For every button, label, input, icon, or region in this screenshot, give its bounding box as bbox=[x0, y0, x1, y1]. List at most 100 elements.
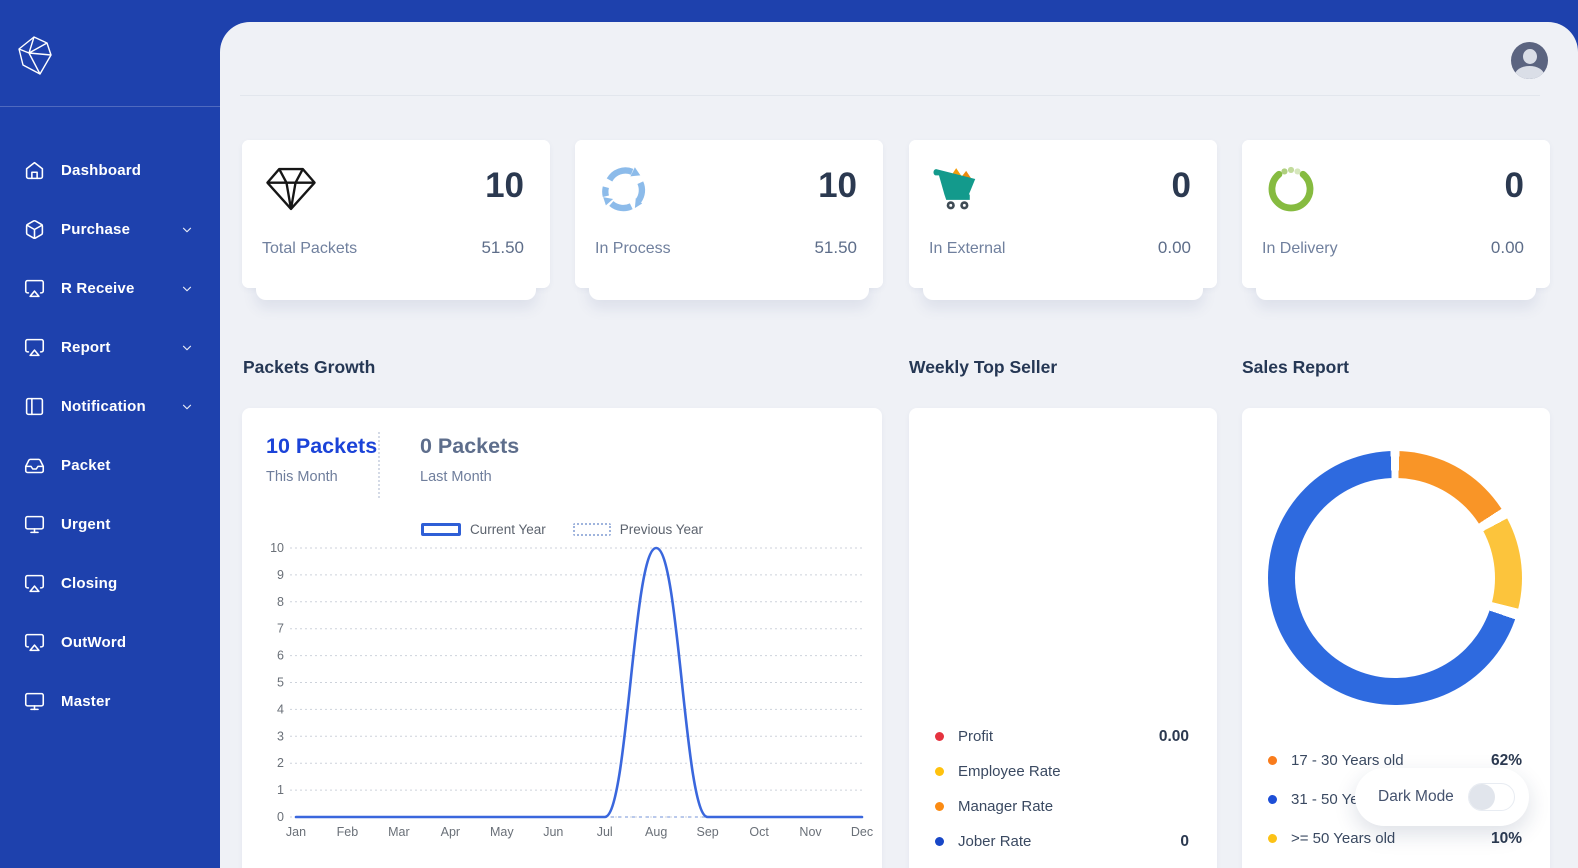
sidebar-item-label: R Receive bbox=[61, 280, 135, 297]
legend-dot bbox=[935, 767, 944, 776]
sidebar-menu: Dashboard Purchase R Receive bbox=[0, 141, 220, 731]
stat-cards-row: 10 Total Packets 51.50 bbox=[242, 140, 1550, 310]
user-avatar[interactable] bbox=[1511, 42, 1548, 79]
x-tick-label: Oct bbox=[749, 825, 769, 839]
gem-logo-icon bbox=[18, 36, 52, 75]
airplay-icon bbox=[24, 574, 45, 593]
y-tick-label: 6 bbox=[277, 649, 284, 663]
legend-label: Jober Rate bbox=[958, 833, 1032, 850]
sidebar-item-master[interactable]: Master bbox=[0, 672, 220, 731]
legend-dot bbox=[1268, 834, 1277, 843]
monitor-icon bbox=[24, 692, 45, 711]
legend-dot bbox=[1268, 756, 1277, 765]
x-tick-label: Mar bbox=[388, 825, 410, 839]
sales-report-donut-chart[interactable] bbox=[1268, 451, 1522, 705]
header-divider bbox=[240, 95, 1540, 96]
sidebar-item-label: Report bbox=[61, 339, 111, 356]
sidebar-item-purchase[interactable]: Purchase bbox=[0, 200, 220, 259]
loader-icon bbox=[1268, 166, 1314, 212]
top-header bbox=[220, 22, 1578, 96]
sidebar-item-label: Notification bbox=[61, 398, 146, 415]
monitor-icon bbox=[24, 515, 45, 534]
weekly-top-seller-card: Profit 0.00 Employee Rate Manager Rate J… bbox=[909, 408, 1217, 868]
x-tick-label: Jan bbox=[286, 825, 306, 839]
legend-dot bbox=[1268, 795, 1277, 804]
stat-subvalue: 51.50 bbox=[814, 238, 857, 257]
x-tick-label: Apr bbox=[441, 825, 460, 839]
growth-chart-legend: Current Year Previous Year bbox=[242, 522, 882, 537]
legend-row-50-plus[interactable]: >= 50 Years old 10% bbox=[1268, 828, 1522, 849]
stat-label: In Delivery bbox=[1262, 240, 1338, 257]
dark-mode-label: Dark Mode bbox=[1378, 788, 1454, 805]
stat-subvalue: 0.00 bbox=[1157, 238, 1191, 257]
x-tick-label: Dec bbox=[851, 825, 873, 839]
weekly-legend: Profit 0.00 Employee Rate Manager Rate J… bbox=[935, 726, 1189, 866]
inbox-icon bbox=[24, 458, 45, 474]
legend-label: 17 - 30 Years old bbox=[1291, 752, 1404, 769]
app-logo[interactable] bbox=[16, 34, 54, 78]
sidebar-item-dashboard[interactable]: Dashboard bbox=[0, 141, 220, 200]
section-title-sales-report: Sales Report bbox=[1242, 357, 1349, 377]
stat-subvalue: 51.50 bbox=[481, 238, 524, 257]
y-tick-label: 4 bbox=[277, 702, 284, 716]
x-tick-label: Feb bbox=[337, 825, 359, 839]
sidebar-item-label: Dashboard bbox=[61, 162, 142, 179]
x-tick-label: May bbox=[490, 825, 514, 839]
sidebar-divider bbox=[0, 106, 220, 107]
y-tick-label: 1 bbox=[277, 783, 284, 797]
sidebar-item-label: OutWord bbox=[61, 634, 127, 651]
stat-card-in-process[interactable]: 10 In Process 51.50 bbox=[575, 140, 883, 300]
diamond-icon bbox=[266, 167, 316, 211]
current-year-line bbox=[294, 546, 864, 819]
sidebar-item-report[interactable]: Report bbox=[0, 318, 220, 377]
sidebar-item-outword[interactable]: OutWord bbox=[0, 613, 220, 672]
growth-header-divider bbox=[378, 432, 380, 498]
legend-swatch-current-year bbox=[420, 523, 461, 536]
stat-label: Total Packets bbox=[262, 240, 358, 257]
stat-value: 10 bbox=[485, 166, 524, 205]
airplay-icon bbox=[24, 279, 45, 298]
legend-row-manager-rate[interactable]: Manager Rate bbox=[935, 796, 1189, 817]
legend-label: Manager Rate bbox=[958, 798, 1054, 815]
legend-row-profit[interactable]: Profit 0.00 bbox=[935, 726, 1189, 747]
sidebar-item-closing[interactable]: Closing bbox=[0, 554, 220, 613]
columns-icon bbox=[25, 397, 44, 416]
airplay-icon bbox=[24, 633, 45, 652]
legend-dot bbox=[935, 802, 944, 811]
legend-row-employee-rate[interactable]: Employee Rate bbox=[935, 761, 1189, 782]
y-tick-label: 3 bbox=[277, 729, 284, 743]
section-title-weekly-top-seller: Weekly Top Seller bbox=[909, 357, 1058, 377]
chevron-down-icon bbox=[182, 286, 192, 291]
dark-mode-toggle[interactable] bbox=[1468, 783, 1515, 811]
stat-label: In Process bbox=[595, 240, 671, 257]
sidebar-item-notification[interactable]: Notification bbox=[0, 377, 220, 436]
legend-row-jober-rate[interactable]: Jober Rate 0 bbox=[935, 831, 1189, 852]
cart-icon bbox=[933, 168, 976, 210]
sidebar-item-r-receive[interactable]: R Receive bbox=[0, 259, 220, 318]
stat-card-in-external[interactable]: 0 In External 0.00 bbox=[909, 140, 1217, 300]
toggle-knob bbox=[1469, 784, 1495, 810]
stat-card-in-delivery[interactable]: 0 In Delivery 0.00 bbox=[1242, 140, 1550, 300]
x-tick-label: Jun bbox=[543, 825, 563, 839]
sync-arrows-icon bbox=[602, 167, 646, 212]
sidebar-item-label: Packet bbox=[61, 457, 111, 474]
this-month-label: This Month bbox=[266, 469, 338, 485]
sidebar-item-packet[interactable]: Packet bbox=[0, 436, 220, 495]
legend-label-previous-year: Previous Year bbox=[619, 522, 704, 537]
stat-value: 10 bbox=[818, 166, 857, 205]
stat-card-total-packets[interactable]: 10 Total Packets 51.50 bbox=[242, 140, 550, 300]
chevron-down-icon bbox=[182, 227, 192, 232]
dark-mode-pill[interactable]: Dark Mode bbox=[1355, 768, 1529, 826]
stat-subvalue: 0.00 bbox=[1490, 238, 1524, 257]
stat-value: 0 bbox=[1171, 166, 1191, 205]
this-month-value: 10 Packets bbox=[266, 434, 378, 458]
chevron-down-icon bbox=[182, 345, 192, 350]
chart-gridlines bbox=[290, 547, 862, 818]
chart-x-axis-labels: Jan Feb Mar Apr May Jun Jul Aug Sep Oct Nov Dec bbox=[286, 825, 873, 839]
legend-row-17-30[interactable]: 17 - 30 Years old 62% bbox=[1268, 750, 1522, 771]
sidebar-item-urgent[interactable]: Urgent bbox=[0, 495, 220, 554]
y-tick-label: 8 bbox=[277, 595, 284, 609]
